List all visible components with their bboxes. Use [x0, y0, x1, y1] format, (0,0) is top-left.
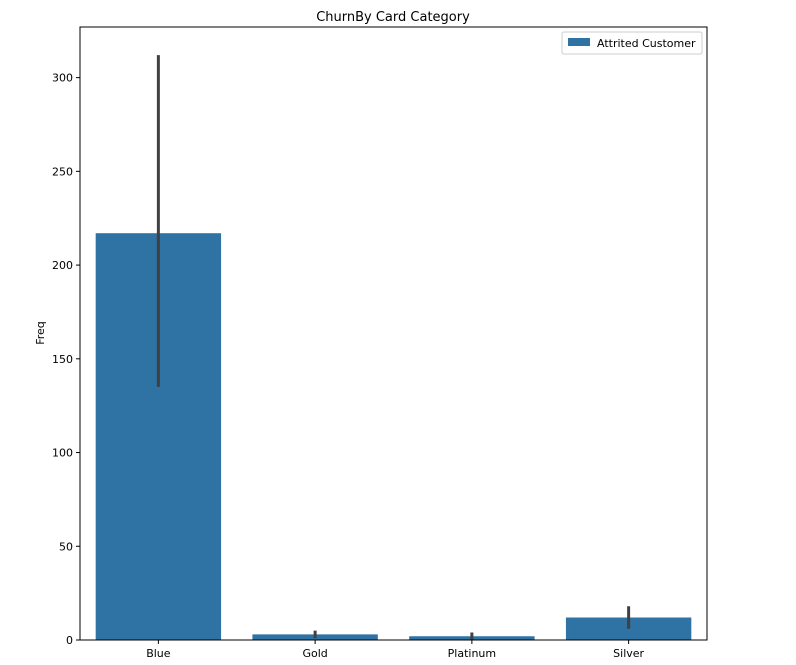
x-tick-label: Blue: [146, 647, 171, 660]
y-tick-label: 100: [52, 447, 73, 460]
x-tick-label: Silver: [613, 647, 644, 660]
y-tick-label: 300: [52, 72, 73, 85]
bars-layer: [95, 233, 692, 640]
y-tick-label: 200: [52, 259, 73, 272]
x-tick-label: Gold: [302, 647, 327, 660]
chart-title: ChurnBy Card Category: [316, 10, 470, 25]
legend-swatch: [568, 38, 590, 46]
x-axis-ticks: Blue Gold Platinum Silver: [146, 640, 645, 660]
errorbars-layer: [156, 55, 631, 640]
y-tick-label: 50: [59, 540, 73, 553]
y-tick-label: 0: [66, 634, 73, 647]
y-tick-label: 250: [52, 165, 73, 178]
legend: Attrited Customer: [561, 31, 703, 55]
y-axis-ticks: 0 50 100 150 200 250 300: [52, 72, 80, 647]
x-tick-label: Platinum: [448, 647, 496, 660]
y-tick-label: 150: [52, 353, 73, 366]
legend-label: Attrited Customer: [597, 37, 696, 50]
y-axis-label: Freq: [34, 321, 47, 345]
legend-box: [561, 31, 703, 55]
plot-frame: [79, 26, 708, 641]
